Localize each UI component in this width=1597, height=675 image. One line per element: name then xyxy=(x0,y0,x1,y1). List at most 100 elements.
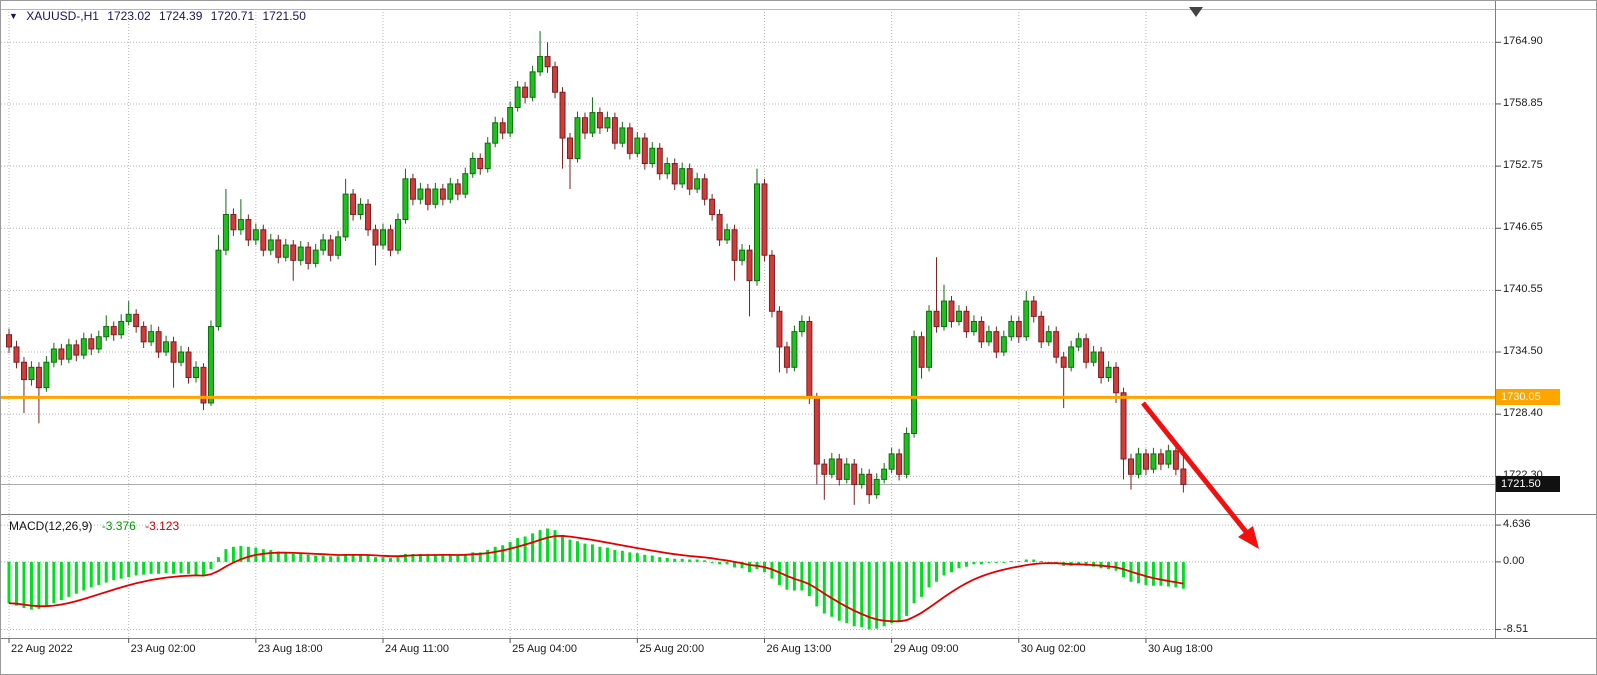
trend-arrow[interactable] xyxy=(1141,401,1259,549)
macd-bar xyxy=(1114,561,1118,571)
candle-body xyxy=(941,300,947,328)
macd-bar xyxy=(59,561,63,601)
candle-body xyxy=(978,320,985,343)
macd-bar xyxy=(478,552,482,562)
candle-body xyxy=(694,178,701,190)
candle-body xyxy=(761,183,768,256)
candle-body xyxy=(1128,458,1134,475)
macd-bar xyxy=(508,542,512,562)
macd-bar xyxy=(336,556,340,562)
macd-bar xyxy=(538,530,542,562)
macd-bar xyxy=(665,557,669,562)
macd-bar xyxy=(396,556,400,562)
macd-bar xyxy=(52,561,56,604)
candle-body xyxy=(484,142,491,170)
candle-body xyxy=(1105,366,1112,378)
macd-bar xyxy=(471,552,475,562)
candle-body xyxy=(215,249,222,328)
candle-body xyxy=(813,397,820,465)
candle-body xyxy=(963,310,970,333)
candles-layer xyxy=(6,31,1187,505)
macd-bar xyxy=(680,558,684,562)
candle-body xyxy=(1098,351,1105,378)
macd-bar xyxy=(74,561,78,594)
candle-body xyxy=(888,453,895,470)
macd-bar xyxy=(1039,561,1043,563)
candle-body xyxy=(955,310,962,322)
macd-bar xyxy=(994,561,998,563)
macd-bar xyxy=(441,554,445,562)
macd-bar xyxy=(852,561,856,627)
macd-bar xyxy=(1024,559,1028,562)
candle-body xyxy=(828,458,835,475)
macd-bar xyxy=(628,552,632,562)
candle-body xyxy=(507,107,514,134)
macd-bar xyxy=(306,554,310,562)
macd-bar xyxy=(1017,561,1021,563)
time-axis-label: 30 Aug 02:00 xyxy=(1020,643,1086,655)
price-axis[interactable]: 1764.90 1758.85 1752.75 1746.65 1740.55 1734.… xyxy=(1501,1,1596,638)
candle-body xyxy=(462,173,469,195)
candle-body xyxy=(170,341,177,363)
macd-bar xyxy=(29,561,33,610)
macd-bar xyxy=(867,561,871,630)
time-axis-label: 26 Aug 13:00 xyxy=(766,643,832,655)
candle-body xyxy=(574,117,581,159)
macd-bar xyxy=(703,560,707,562)
candle-body xyxy=(1120,392,1127,460)
macd-bar xyxy=(1151,561,1155,586)
time-axis[interactable]: 22 Aug 2022 23 Aug 02:00 23 Aug 18:00 24 Au… xyxy=(1,641,1596,663)
macd-bar xyxy=(448,554,452,562)
macd-bar xyxy=(142,561,146,575)
macd-bar xyxy=(104,561,108,583)
macd-bar xyxy=(344,554,348,562)
macd-bar xyxy=(964,561,968,567)
macd-bar xyxy=(314,555,318,562)
macd-bar xyxy=(291,553,295,562)
candle-body xyxy=(664,163,671,175)
macd-bar xyxy=(822,561,826,614)
candle-body xyxy=(656,147,663,175)
chart-shift-marker[interactable] xyxy=(1189,7,1203,17)
candle-body xyxy=(417,188,424,200)
candle-body xyxy=(133,313,140,328)
candle-body xyxy=(619,127,626,144)
candle-body xyxy=(118,320,125,336)
candle-body xyxy=(335,236,342,256)
candle-body xyxy=(948,300,955,322)
candle-body xyxy=(350,193,357,215)
candle-body xyxy=(13,346,20,363)
time-axis-label: 23 Aug 02:00 xyxy=(130,643,196,655)
macd-bar xyxy=(22,561,26,608)
candle-body xyxy=(791,331,798,368)
macd-bar xyxy=(845,561,849,624)
candle-body xyxy=(731,229,738,261)
candle-body xyxy=(896,453,903,475)
candle-body xyxy=(282,244,289,258)
candle-body xyxy=(230,213,237,231)
candle-body xyxy=(649,147,656,165)
macd-bar xyxy=(194,561,198,575)
macd-bar xyxy=(882,561,886,627)
macd-bar xyxy=(890,561,894,624)
time-axis-label: 29 Aug 09:00 xyxy=(893,643,959,655)
candle-body xyxy=(970,320,977,333)
candle-body xyxy=(1023,300,1030,338)
candle-body xyxy=(88,338,95,350)
time-axis-label: 25 Aug 04:00 xyxy=(512,643,577,655)
macd-bar xyxy=(830,561,834,617)
candle-body xyxy=(985,331,992,343)
symbol-marker-icon: ▼ xyxy=(9,11,18,21)
candle-body xyxy=(110,326,117,336)
macd-bar xyxy=(388,557,392,562)
candle-body xyxy=(1045,331,1052,343)
candle-body xyxy=(1075,338,1082,348)
macd-bar xyxy=(807,561,811,597)
candle-body xyxy=(1000,336,1007,353)
macd-bar xyxy=(875,561,879,629)
macd-bar xyxy=(231,546,235,562)
candle-body xyxy=(477,157,484,170)
macd-bar xyxy=(1159,561,1163,586)
